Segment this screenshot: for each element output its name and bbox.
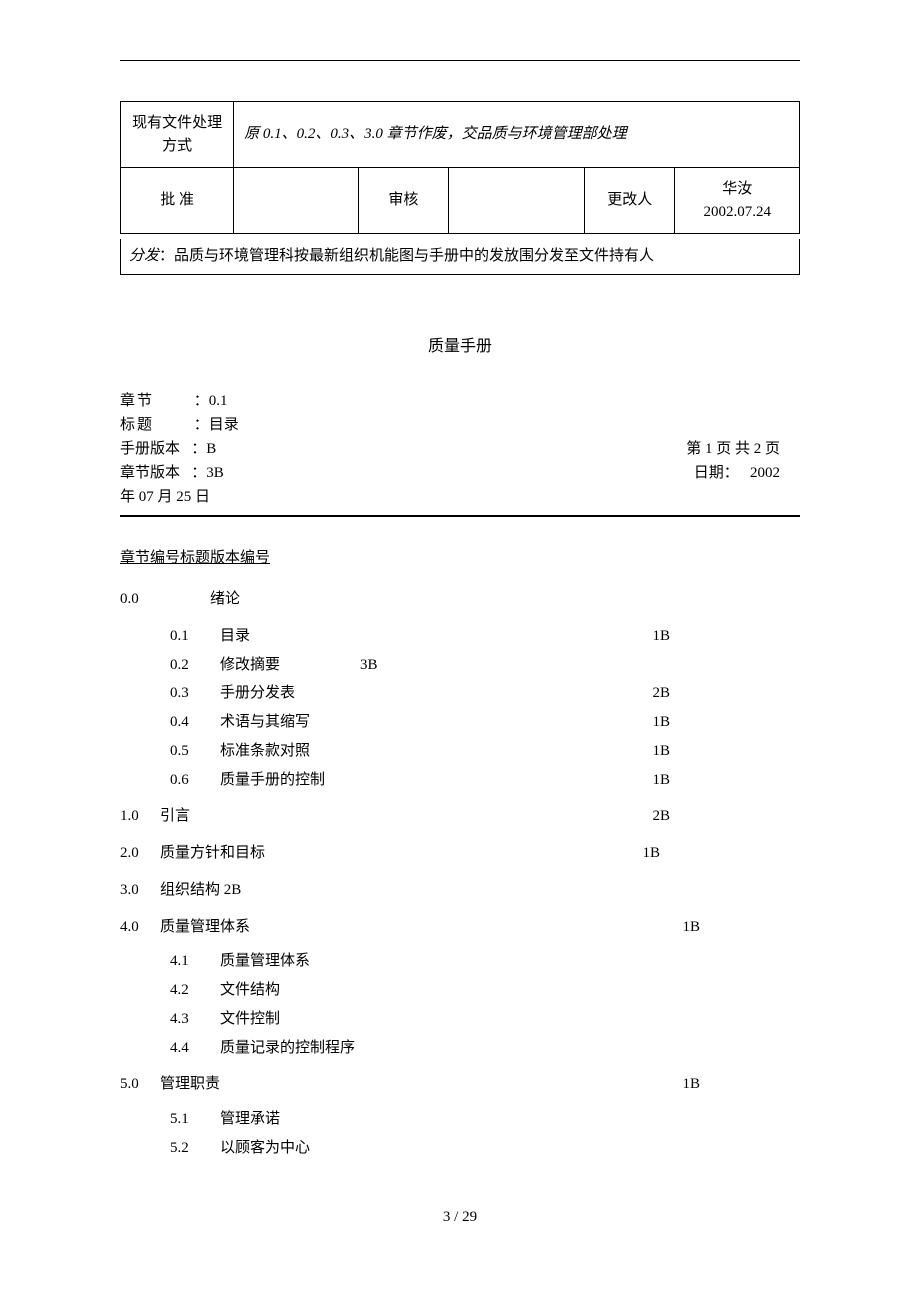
toc-title: 标准条款对照 [220, 739, 310, 764]
changer-name: 华汝 [681, 178, 793, 201]
toc-num: 0.1 [170, 624, 220, 649]
page-footer: 3 / 29 [120, 1206, 800, 1229]
toc-title: 组织结构 2B [160, 878, 241, 903]
date-label: 日期： [694, 465, 739, 481]
approve-label: 批 准 [121, 168, 234, 234]
toc-ver: 1B [682, 915, 800, 940]
toc-row-5: 5.0 管理职责 1B [120, 1072, 800, 1097]
toc-num: 2.0 [120, 841, 160, 866]
toc-num: 1.0 [120, 804, 160, 829]
toc-num: 5.0 [120, 1072, 160, 1097]
toc-row-02: 0.2 修改摘要 3B [120, 653, 800, 678]
toc-num: 0.0 [120, 587, 160, 612]
chapter-ver-label: 章节版本 [120, 465, 180, 481]
toc-num: 0.6 [170, 768, 220, 793]
distribute-label: 分发 [129, 248, 159, 264]
toc-row-2: 2.0 质量方针和目标 1B [120, 841, 800, 866]
toc-title: 管理职责 [160, 1072, 220, 1097]
toc-num: 4.3 [170, 1007, 220, 1032]
approve-value [234, 168, 358, 234]
disposal-label: 现有文件处理方式 [121, 102, 234, 168]
separator-line [120, 515, 800, 517]
toc-row-42: 4.2 文件结构 [120, 978, 800, 1003]
toc-row-04: 0.4 术语与其缩写 1B [120, 710, 800, 735]
toc-title: 目录 [220, 624, 250, 649]
toc-title: 引言 [160, 804, 190, 829]
toc-num: 4.2 [170, 978, 220, 1003]
toc-title: 质量记录的控制程序 [220, 1036, 355, 1061]
chapter-label: 章节 [120, 389, 190, 413]
manual-ver-label: 手册版本 [120, 441, 180, 457]
toc-num: 4.4 [170, 1036, 220, 1061]
changer-value: 华汝 2002.07.24 [675, 168, 800, 234]
toc-title: 修改摘要 [220, 653, 280, 678]
toc-row-4: 4.0 质量管理体系 1B [120, 915, 800, 940]
toc-title: 绪论 [210, 587, 240, 612]
title-value: ：目录 [194, 417, 239, 433]
meta-section: 章节 ：0.1 标题 ：目录 手册版本 ：B 第 1 页 共 2 页 章节版本 … [120, 389, 800, 509]
toc-row-0: 0.0 绪论 [120, 587, 800, 612]
toc-row-03: 0.3 手册分发表 2B [120, 681, 800, 706]
toc-row-05: 0.5 标准条款对照 1B [120, 739, 800, 764]
disposal-text: 原 0.1、0.2、0.3、3.0 章节作废，交品质与环境管理部处理 [234, 102, 800, 168]
changer-date: 2002.07.24 [681, 201, 793, 224]
date-rest: 年 07 月 25 日 [120, 485, 800, 509]
toc-ver: 2B [652, 681, 800, 706]
title-label: 标题 [120, 413, 190, 437]
toc-ver: 1B [642, 841, 800, 866]
toc-ver: 1B [682, 1072, 800, 1097]
toc-num: 0.3 [170, 681, 220, 706]
review-label: 审核 [358, 168, 449, 234]
toc-row-44: 4.4 质量记录的控制程序 [120, 1036, 800, 1061]
toc-num: 5.1 [170, 1107, 220, 1132]
manual-title: 质量手册 [120, 335, 800, 359]
toc-title: 术语与其缩写 [220, 710, 310, 735]
toc-header: 章节编号标题版本编号 [120, 547, 800, 570]
chapter-ver-value: ：3B [191, 465, 224, 481]
toc-title: 质量方针和目标 [160, 841, 265, 866]
toc-row-1: 1.0 引言 2B [120, 804, 800, 829]
toc-row-06: 0.6 质量手册的控制 1B [120, 768, 800, 793]
toc-ver: 1B [652, 739, 800, 764]
toc-num: 0.4 [170, 710, 220, 735]
toc-num: 0.2 [170, 653, 220, 678]
date-year: 2002 [750, 465, 780, 481]
header-line [120, 60, 800, 61]
toc-title: 管理承诺 [220, 1107, 280, 1132]
toc-num: 3.0 [120, 878, 160, 903]
review-value [449, 168, 585, 234]
toc-title: 质量手册的控制 [220, 768, 325, 793]
distribute-row: 分发：品质与环境管理科按最新组织机能图与手册中的发放围分发至文件持有人 [120, 239, 800, 275]
toc-ver: 1B [652, 768, 800, 793]
changer-label: 更改人 [584, 168, 675, 234]
disposal-table: 现有文件处理方式 原 0.1、0.2、0.3、3.0 章节作废，交品质与环境管理… [120, 101, 800, 234]
toc-title: 文件结构 [220, 978, 280, 1003]
toc-row-43: 4.3 文件控制 [120, 1007, 800, 1032]
toc-row-51: 5.1 管理承诺 [120, 1107, 800, 1132]
toc-title: 质量管理体系 [160, 915, 250, 940]
toc-row-41: 4.1 质量管理体系 [120, 949, 800, 974]
toc-title: 手册分发表 [220, 681, 295, 706]
toc-ver: 3B [360, 653, 378, 678]
toc-row-52: 5.2 以顾客为中心 [120, 1136, 800, 1161]
distribute-text: ：品质与环境管理科按最新组织机能图与手册中的发放围分发至文件持有人 [159, 248, 654, 264]
chapter-value: ：0.1 [194, 393, 228, 409]
toc-row-01: 0.1 目录 1B [120, 624, 800, 649]
toc-num: 4.1 [170, 949, 220, 974]
toc-title: 质量管理体系 [220, 949, 310, 974]
toc-row-3: 3.0 组织结构 2B [120, 878, 800, 903]
toc-num: 0.5 [170, 739, 220, 764]
toc-title: 文件控制 [220, 1007, 280, 1032]
page-info: 第 1 页 共 2 页 [686, 437, 800, 461]
toc-ver: 1B [652, 710, 800, 735]
toc-num: 5.2 [170, 1136, 220, 1161]
toc-ver: 1B [652, 624, 800, 649]
toc-title: 以顾客为中心 [220, 1136, 310, 1161]
toc-ver: 2B [652, 804, 800, 829]
manual-ver-value: ：B [191, 441, 216, 457]
toc-num: 4.0 [120, 915, 160, 940]
